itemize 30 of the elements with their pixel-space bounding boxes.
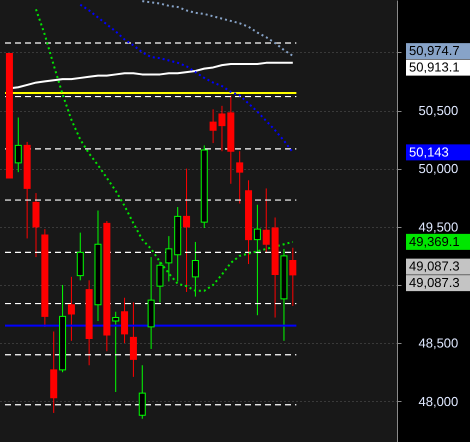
candlestick — [112, 311, 120, 392]
candlestick — [254, 204, 261, 316]
y-tick-label: 49,500 — [418, 219, 458, 234]
candlestick — [14, 116, 22, 173]
text: 49,087.3 — [409, 275, 460, 290]
y-tick-label: 50,500 — [418, 103, 458, 118]
candlestick — [192, 241, 199, 298]
line-series — [141, 0, 294, 57]
line-series — [79, 4, 294, 154]
candlestick — [68, 276, 75, 342]
candlestick — [210, 108, 217, 144]
candlestick — [138, 364, 146, 420]
candlestick — [289, 247, 296, 306]
candlestick — [218, 105, 226, 152]
text: 50,913.1 — [409, 60, 460, 75]
text: 50,974.7 — [409, 43, 460, 58]
candlestick — [262, 188, 270, 253]
candlestick — [156, 261, 164, 303]
y-tick-label: 50,000 — [418, 161, 458, 176]
text: 50,143 — [409, 144, 449, 160]
text: 49,369.1 — [409, 234, 460, 249]
y-tick-label: 48,500 — [418, 336, 458, 351]
text: 49,087.3 — [409, 258, 460, 274]
candlestick — [130, 302, 137, 378]
y-tick-label: 48,000 — [418, 394, 458, 409]
candlestick — [236, 150, 244, 204]
line-series — [34, 8, 294, 292]
candlestick — [121, 297, 128, 344]
candlestick — [183, 168, 190, 292]
candlestick — [76, 232, 84, 281]
